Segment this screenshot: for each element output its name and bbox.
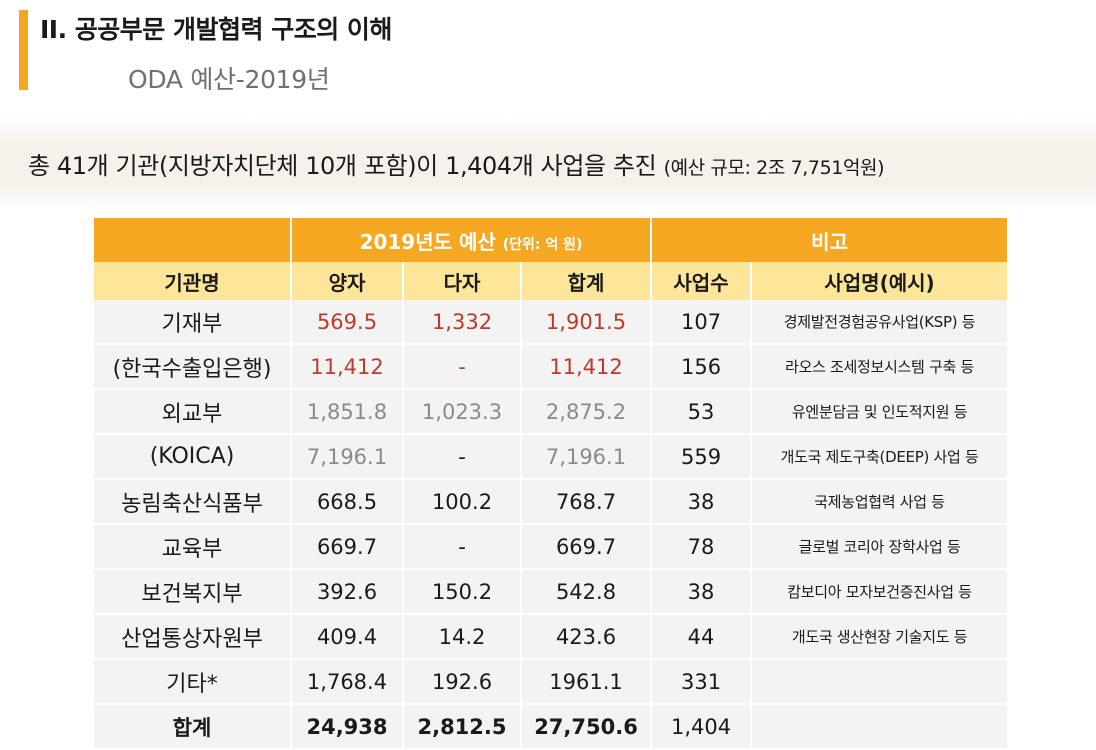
total-agency-cell: 합계	[94, 704, 292, 750]
multilateral-cell: 150.2	[403, 569, 522, 615]
table-row: 산업통상자원부 409.4 14.2 423.6 44 개도국 생산현장 기술지도 등	[94, 614, 1010, 660]
col-header-example: 사업명(예시)	[751, 262, 1010, 300]
page-subtitle: ODA 예산-2019년	[128, 65, 330, 94]
multilateral-cell: -	[403, 524, 522, 570]
bilateral-cell: 669.7	[291, 524, 404, 570]
total-cell: 1,901.5	[521, 300, 653, 345]
oda-budget-table: 2019년도 예산 (단위: 억 원) 비고 기관명 양자 다자 합계 사업수 …	[94, 218, 1010, 750]
budget-unit-label: (단위: 억 원)	[502, 236, 583, 253]
agency-cell: 기타*	[94, 659, 292, 705]
total-multilateral-cell: 2,812.5	[403, 704, 522, 750]
count-cell: 559	[651, 434, 753, 480]
table-row: 농림축산식품부 668.5 100.2 768.7 38 국제농업협력 사업 등	[94, 479, 1010, 525]
multilateral-cell: 1,332	[403, 300, 522, 345]
total-total-cell: 27,750.6	[521, 704, 653, 750]
example-cell: 개도국 생산현장 기술지도 등	[751, 614, 1010, 660]
budget-group-label: 2019년도 예산	[359, 229, 496, 254]
table-total-row: 합계 24,938 2,812.5 27,750.6 1,404	[94, 704, 1010, 750]
bilateral-cell: 392.6	[291, 569, 404, 615]
bilateral-cell: 1,851.8	[291, 389, 404, 435]
bilateral-cell: 1,768.4	[291, 659, 404, 705]
multilateral-cell: 192.6	[403, 659, 522, 705]
table-row: (KOICA) 7,196.1-7,196.1 559 개도국 제도구축(DEEP) …	[94, 434, 1010, 480]
example-cell	[751, 659, 1010, 705]
total-cell: 1961.1	[521, 659, 653, 705]
table-row: 기타* 1,768.4 192.6 1961.1 331	[94, 659, 1010, 705]
agency-cell: (KOICA)	[94, 434, 292, 480]
example-cell: 경제발전경험공유사업(KSP) 등	[751, 300, 1010, 345]
page-title: II. 공공부문 개발협력 구조의 이해	[40, 15, 392, 44]
col-header-total: 합계	[521, 262, 653, 300]
summary-text: 총 41개 기관(지방자치단체 10개 포함)이 1,404개 사업을 추진 (…	[28, 146, 885, 181]
count-cell: 107	[651, 300, 753, 345]
remarks-group-header: 비고	[651, 218, 1010, 262]
total-cell: 542.8	[521, 569, 653, 615]
multilateral-cell: 14.2	[403, 614, 522, 660]
total-count-cell: 1,404	[651, 704, 753, 750]
example-cell: 라오스 조세정보시스템 구축 등	[751, 344, 1010, 390]
example-cell: 캄보디아 모자보건증진사업 등	[751, 569, 1010, 615]
count-cell: 331	[651, 659, 753, 705]
table-group-header-row: 2019년도 예산 (단위: 억 원) 비고	[94, 218, 1010, 262]
agency-cell: 보건복지부	[94, 569, 292, 615]
agency-cell: 교육부	[94, 524, 292, 570]
multilateral-cell: 100.2	[403, 479, 522, 525]
bilateral-cell: 409.4	[291, 614, 404, 660]
total-cell: 11,412	[521, 344, 653, 390]
col-header-multilateral: 다자	[403, 262, 522, 300]
total-cell: 768.7	[521, 479, 653, 525]
multilateral-cell: -	[403, 434, 522, 480]
total-example-cell	[751, 704, 1010, 750]
summary-budget-note: (예산 규모: 2조 7,751억원)	[663, 157, 885, 179]
table-row: 보건복지부 392.6 150.2 542.8 38 캄보디아 모자보건증진사업 등	[94, 569, 1010, 615]
agency-cell: 농림축산식품부	[94, 479, 292, 525]
bilateral-cell: 569.5	[291, 300, 404, 345]
budget-group-header: 2019년도 예산 (단위: 억 원)	[291, 218, 653, 262]
example-cell: 유엔분담금 및 인도적지원 등	[751, 389, 1010, 435]
table-row: (한국수출입은행) 11,412-11,412 156 라오스 조세정보시스템 구축 …	[94, 344, 1010, 390]
total-cell: 669.7	[521, 524, 653, 570]
header-blank-cell	[94, 218, 292, 262]
col-header-bilateral: 양자	[291, 262, 404, 300]
count-cell: 38	[651, 569, 753, 615]
agency-cell: 산업통상자원부	[94, 614, 292, 660]
table-body: 기재부 569.5 1,332 1,901.5 107 경제발전경험공유사업(KSP) 등…	[94, 300, 1010, 750]
total-bilateral-cell: 24,938	[291, 704, 404, 750]
total-cell: 2,875.2	[521, 389, 653, 435]
table-row: 외교부 1,851.8 1,023.3 2,875.2 53 유엔분담금 및 인도적지원 …	[94, 389, 1010, 435]
table-row: 교육부 669.7-669.7 78 글로벌 코리아 장학사업 등	[94, 524, 1010, 570]
multilateral-cell: 1,023.3	[403, 389, 522, 435]
col-header-agency: 기관명	[94, 262, 292, 300]
total-cell: 423.6	[521, 614, 653, 660]
example-cell: 국제농업협력 사업 등	[751, 479, 1010, 525]
bilateral-cell: 668.5	[291, 479, 404, 525]
summary-main: 총 41개 기관(지방자치단체 10개 포함)이 1,404개 사업을 추진	[28, 152, 657, 180]
count-cell: 156	[651, 344, 753, 390]
total-cell: 7,196.1	[521, 434, 653, 480]
title-accent-bar	[19, 10, 28, 90]
multilateral-cell: -	[403, 344, 522, 390]
col-header-count: 사업수	[651, 262, 753, 300]
table-column-header-row: 기관명 양자 다자 합계 사업수 사업명(예시)	[94, 262, 1010, 300]
table-row: 기재부 569.5 1,332 1,901.5 107 경제발전경험공유사업(KSP) 등	[94, 300, 1010, 345]
agency-cell: 외교부	[94, 389, 292, 435]
summary-banner	[0, 118, 1096, 210]
example-cell: 글로벌 코리아 장학사업 등	[751, 524, 1010, 570]
bilateral-cell: 7,196.1	[291, 434, 404, 480]
agency-cell: 기재부	[94, 300, 292, 345]
agency-cell: (한국수출입은행)	[94, 344, 292, 390]
count-cell: 38	[651, 479, 753, 525]
count-cell: 78	[651, 524, 753, 570]
example-cell: 개도국 제도구축(DEEP) 사업 등	[751, 434, 1010, 480]
count-cell: 53	[651, 389, 753, 435]
bilateral-cell: 11,412	[291, 344, 404, 390]
count-cell: 44	[651, 614, 753, 660]
